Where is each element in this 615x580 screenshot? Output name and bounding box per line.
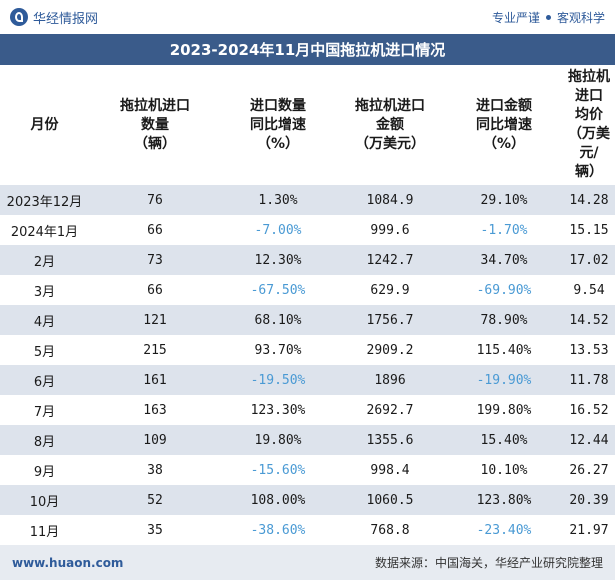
cell-qty: 73: [89, 245, 221, 275]
cell-month: 8月: [0, 425, 89, 455]
cell-amount: 999.6: [370, 222, 410, 238]
cell-qty: 121: [89, 305, 221, 335]
brand-name: 华经情报网: [33, 11, 99, 27]
cell-amount: 1355.6: [335, 425, 445, 455]
header-qty-yoy: 进口数量 同比增速 （%）: [250, 97, 306, 152]
brand-logo-icon: [10, 8, 28, 26]
top-bar: 华经情报网 专业严谨 客观科学: [0, 0, 615, 34]
cell-price: 14.28: [563, 185, 615, 215]
cell-month: 3月: [33, 284, 56, 300]
cell-amount: 2909.2: [366, 342, 414, 358]
cell-month: 10月: [0, 485, 89, 515]
cell-qty: 38: [147, 462, 163, 478]
cell-amount-yoy: 34.70%: [445, 245, 563, 275]
footer: www.huaon.com 数据来源：中国海关，华经产业研究院整理: [0, 545, 615, 580]
slogan: 专业严谨 客观科学: [492, 9, 605, 26]
header-qty: 拖拉机进口 数量 （辆）: [120, 97, 190, 152]
cell-price: 14.52: [563, 305, 615, 335]
cell-price: 11.78: [563, 365, 615, 395]
cell-month: 4月: [0, 305, 89, 335]
cell-qty-yoy: 123.30%: [250, 402, 306, 418]
cell-amount-yoy: -69.90%: [476, 282, 532, 298]
cell-qty: 161: [89, 365, 221, 395]
header-month: 月份: [30, 116, 59, 133]
cell-qty-yoy: -38.60%: [250, 522, 306, 538]
cell-price: 12.44: [563, 425, 615, 455]
cell-amount: 629.9: [370, 282, 410, 298]
footer-source: 数据来源：中国海关，华经产业研究院整理: [374, 556, 603, 570]
cell-month: 5月: [33, 344, 56, 360]
header-price: 拖拉机进口 均价 （万美元/ 辆）: [568, 69, 610, 180]
cell-qty-yoy: 1.30%: [221, 185, 335, 215]
cell-amount: 1896: [335, 365, 445, 395]
header-amount-yoy: 进口金额 同比增速 （%）: [476, 97, 532, 152]
cell-price: 26.27: [569, 462, 609, 478]
cell-amount: 1060.5: [335, 485, 445, 515]
slogan-left: 专业严谨: [491, 10, 540, 25]
cell-price: 17.02: [563, 245, 615, 275]
cell-price: 20.39: [563, 485, 615, 515]
cell-month: 6月: [0, 365, 89, 395]
cell-amount: 1242.7: [335, 245, 445, 275]
cell-month: 7月: [33, 404, 56, 420]
header-amount: 拖拉机进口 金额 （万美元）: [355, 97, 425, 152]
cell-qty: 52: [89, 485, 221, 515]
brand: 华经情报网: [10, 8, 98, 27]
cell-amount-yoy: 199.80%: [476, 402, 532, 418]
cell-amount-yoy: 78.90%: [445, 305, 563, 335]
cell-price: 15.15: [569, 222, 609, 238]
slogan-right: 客观科学: [556, 10, 605, 25]
cell-qty-yoy: 108.00%: [221, 485, 335, 515]
cell-amount: 768.8: [370, 522, 410, 538]
cell-amount: 998.4: [370, 462, 410, 478]
cell-amount-yoy: 29.10%: [445, 185, 563, 215]
cell-qty: 215: [143, 342, 167, 358]
table-title: 2023-2024年11月中国拖拉机进口情况: [0, 34, 615, 65]
cell-qty-yoy: 12.30%: [221, 245, 335, 275]
cell-price: 16.52: [569, 402, 609, 418]
cell-amount-yoy: 123.80%: [445, 485, 563, 515]
cell-qty-yoy: 19.80%: [221, 425, 335, 455]
cell-qty-yoy: -67.50%: [250, 282, 306, 298]
bullet-dot-icon: [545, 14, 551, 20]
cell-qty-yoy: -19.50%: [221, 365, 335, 395]
cell-amount-yoy: -23.40%: [476, 522, 532, 538]
cell-amount-yoy: 10.10%: [480, 462, 528, 478]
cell-qty-yoy: 68.10%: [221, 305, 335, 335]
cell-qty-yoy: 93.70%: [254, 342, 302, 358]
cell-month: 2023年12月: [0, 185, 89, 215]
cell-amount: 1084.9: [335, 185, 445, 215]
cell-amount-yoy: -19.90%: [445, 365, 563, 395]
cell-amount: 1756.7: [335, 305, 445, 335]
cell-month: 9月: [33, 464, 56, 480]
cell-amount-yoy: 15.40%: [445, 425, 563, 455]
cell-month: 2024年1月: [10, 224, 79, 240]
cell-amount-yoy: 115.40%: [476, 342, 532, 358]
cell-qty: 109: [89, 425, 221, 455]
cell-amount: 2692.7: [366, 402, 414, 418]
cell-month: 11月: [29, 524, 60, 540]
cell-qty: 163: [143, 402, 167, 418]
cell-qty: 66: [147, 222, 163, 238]
cell-qty: 66: [147, 282, 163, 298]
cell-price: 9.54: [573, 282, 605, 298]
cell-price: 21.97: [569, 522, 609, 538]
import-table: 月份 拖拉机进口 数量 （辆） 进口数量 同比增速 （%） 拖拉机进口 金额 （万美元…: [0, 65, 615, 545]
cell-qty: 76: [89, 185, 221, 215]
cell-qty: 35: [147, 522, 163, 538]
cell-qty-yoy: -7.00%: [254, 222, 302, 238]
cell-price: 13.53: [569, 342, 609, 358]
cell-qty-yoy: -15.60%: [250, 462, 306, 478]
cell-month: 2月: [0, 245, 89, 275]
footer-site-link[interactable]: www.huaon.com: [12, 555, 124, 570]
cell-amount-yoy: -1.70%: [480, 222, 528, 238]
